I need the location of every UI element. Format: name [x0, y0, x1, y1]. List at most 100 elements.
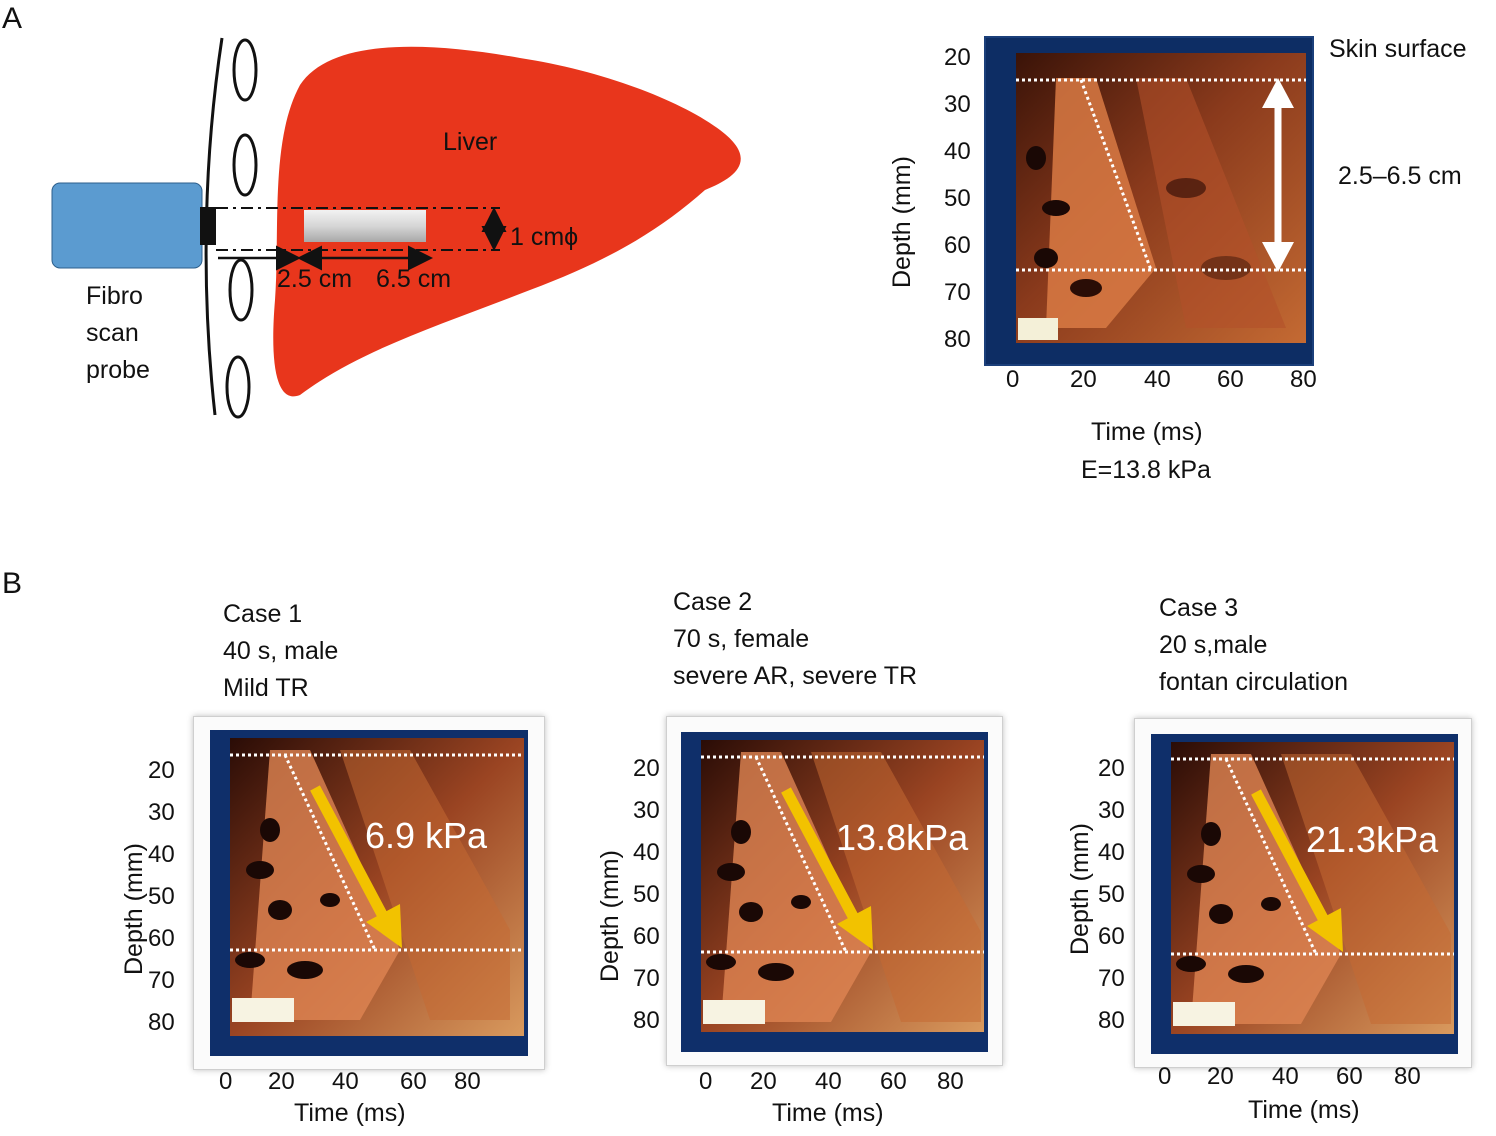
yellow-arrow-head [1307, 908, 1343, 952]
case-3-line3: fontan circulation [1159, 668, 1349, 696]
y-tick: 20 [148, 757, 175, 784]
y-tick: 80 [148, 1009, 175, 1036]
elastogram-a-x-axis-label: Time (ms) [1091, 418, 1203, 446]
yellow-arrow-shaft [310, 785, 390, 923]
x-tick: 0 [219, 1068, 233, 1095]
y-tick: 20 [633, 755, 660, 782]
liver-label: Liver [443, 128, 498, 156]
yellow-arrow-shaft [781, 787, 861, 925]
liver-diagram [51, 37, 741, 419]
case-3-elastogram: 21.3kPa [1151, 734, 1458, 1054]
elastogram-a-slope-line [1079, 79, 1153, 271]
y-tick: 40 [633, 839, 660, 866]
rib-ellipse [232, 133, 258, 197]
stiffness-value: 21.3kPa [1306, 819, 1439, 860]
speckle [268, 900, 292, 920]
case-3-y-axis-label: Depth (mm) [1066, 823, 1094, 955]
speckle [260, 818, 280, 842]
case-1-elastogram: 6.9 kPa [210, 730, 528, 1056]
case-2-x-axis-label: Time (ms) [772, 1099, 884, 1127]
range-label: 2.5–6.5 cm [1338, 162, 1462, 190]
case-2-line2: 70 s, female [673, 625, 810, 653]
probe-label-line2: scan [86, 319, 139, 347]
speckle [235, 952, 265, 968]
depth-start-label: 2.5 cm [277, 265, 353, 293]
yellow-arrow-shaft [1251, 789, 1331, 927]
probe-label-line3: probe [86, 356, 150, 384]
range-arrow-down [1262, 242, 1294, 272]
speckle [731, 820, 751, 844]
y-tick: 70 [1098, 965, 1125, 992]
x-tick: 20 [268, 1068, 295, 1095]
y-tick: 60 [633, 923, 660, 950]
range-arrow-up [1262, 78, 1294, 108]
depth-end-label: 6.5 cm [376, 265, 452, 293]
case-2-title: Case 2 [673, 588, 753, 616]
y-tick: 60 [944, 232, 971, 259]
x-tick: 60 [1217, 366, 1244, 393]
y-tick: 80 [1098, 1007, 1125, 1034]
y-tick: 30 [148, 799, 175, 826]
y-tick: 80 [944, 326, 971, 353]
measurement-cylinder [304, 210, 426, 242]
y-tick: 50 [148, 883, 175, 910]
speckle [246, 861, 274, 879]
elastogram-a [984, 36, 1314, 366]
y-tick: 30 [1098, 797, 1125, 824]
stiffness-label: E=13.8 kPa [1081, 456, 1211, 484]
speckle [706, 954, 736, 970]
speckle [717, 863, 745, 881]
x-tick: 60 [400, 1068, 427, 1095]
y-tick: 40 [944, 138, 971, 165]
panel-a-label: A [2, 2, 23, 35]
y-tick: 20 [944, 44, 971, 71]
speckle [1176, 956, 1206, 972]
y-tick: 20 [1098, 755, 1125, 782]
x-tick: 80 [1394, 1063, 1421, 1090]
case-1-line2: 40 s, male [223, 637, 339, 665]
yellow-arrow-head [837, 906, 873, 950]
x-tick: 0 [699, 1068, 713, 1095]
speckle [287, 961, 323, 979]
x-tick: 20 [750, 1068, 777, 1095]
y-tick: 30 [633, 797, 660, 824]
speckle [758, 963, 794, 981]
y-tick: 80 [633, 1007, 660, 1034]
x-tick: 40 [1144, 366, 1171, 393]
y-tick: 40 [148, 841, 175, 868]
probe-label-line1: Fibro [86, 282, 143, 310]
case-3-x-axis-label: Time (ms) [1248, 1096, 1360, 1124]
y-tick: 50 [944, 185, 971, 212]
rib-ellipse [232, 38, 258, 102]
x-tick: 60 [880, 1068, 907, 1095]
rib-ellipse [225, 355, 251, 419]
x-tick: 80 [454, 1068, 481, 1095]
rib-ellipse [228, 258, 254, 322]
stiffness-value: 6.9 kPa [365, 815, 488, 856]
y-tick: 70 [944, 279, 971, 306]
x-tick: 80 [1290, 366, 1317, 393]
diameter-label: 1 cmϕ [510, 223, 579, 251]
case-3-title: Case 3 [1159, 594, 1239, 622]
y-tick: 70 [633, 965, 660, 992]
y-tick: 50 [633, 881, 660, 908]
speckle [1209, 904, 1233, 924]
liver-shape [273, 46, 741, 397]
speckle [1228, 965, 1264, 983]
case-1-y-axis-label: Depth (mm) [120, 843, 148, 975]
x-tick: 0 [1006, 366, 1020, 393]
speckle [739, 902, 763, 922]
speckle [791, 895, 811, 909]
x-tick: 40 [332, 1068, 359, 1095]
y-tick: 40 [1098, 839, 1125, 866]
elastogram-a-y-axis-label: Depth (mm) [888, 156, 916, 288]
x-tick: 20 [1070, 366, 1097, 393]
case-1-line3: Mild TR [223, 674, 309, 702]
x-tick: 40 [1272, 1063, 1299, 1090]
y-tick: 50 [1098, 881, 1125, 908]
probe-tip [200, 207, 216, 245]
stiffness-value: 13.8kPa [836, 817, 969, 858]
x-tick: 40 [815, 1068, 842, 1095]
x-tick: 20 [1207, 1063, 1234, 1090]
speckle [320, 893, 340, 907]
